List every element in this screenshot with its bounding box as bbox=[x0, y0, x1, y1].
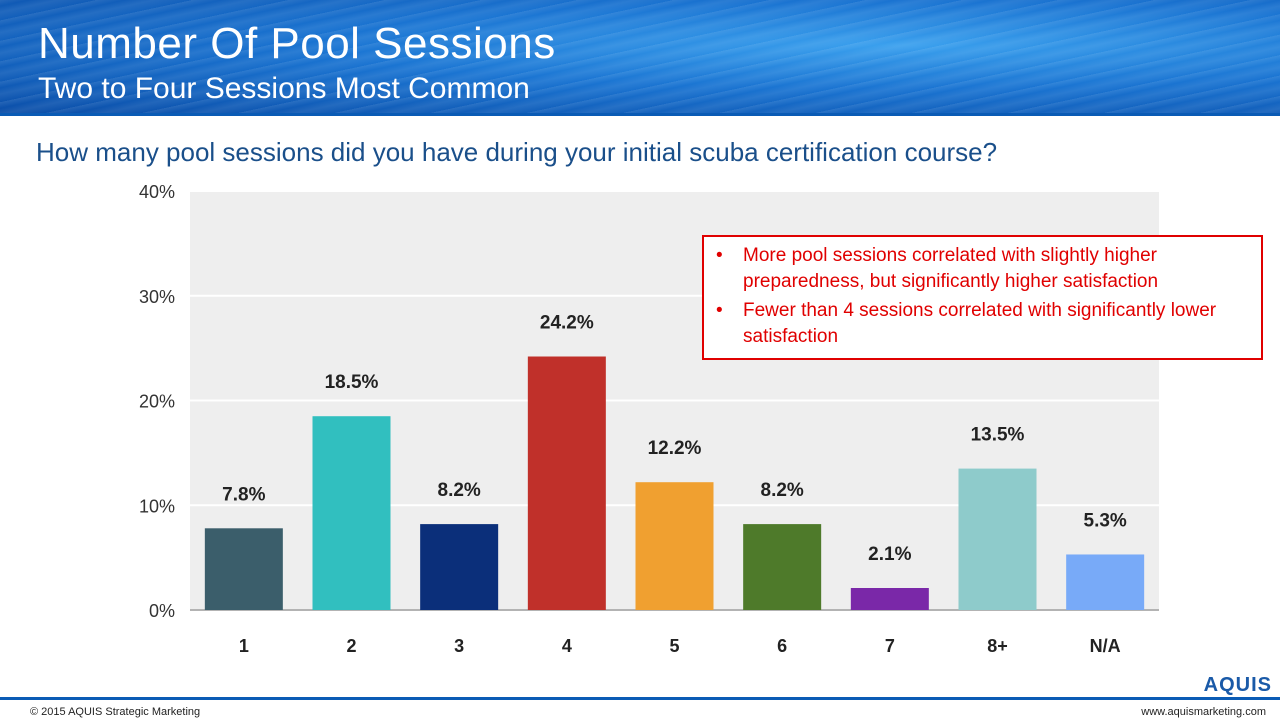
survey-question: How many pool sessions did you have duri… bbox=[36, 137, 998, 167]
data-label: 13.5% bbox=[971, 425, 1025, 446]
bullet-icon: • bbox=[716, 300, 723, 321]
bar bbox=[635, 482, 714, 610]
slide-title: Number Of Pool Sessions bbox=[38, 19, 556, 68]
x-tick-label: 1 bbox=[239, 636, 249, 656]
data-label: 8.2% bbox=[761, 480, 804, 501]
data-label: 7.8% bbox=[222, 484, 265, 505]
bullet-icon: • bbox=[716, 245, 723, 266]
x-tick-label: 3 bbox=[454, 636, 464, 656]
x-tick-label: 4 bbox=[562, 636, 572, 656]
insight-callout: • More pool sessions correlated with sli… bbox=[702, 235, 1263, 360]
data-label: 2.1% bbox=[868, 544, 911, 565]
slide-subtitle: Two to Four Sessions Most Common bbox=[38, 72, 530, 105]
bar bbox=[743, 524, 822, 610]
data-label: 24.2% bbox=[540, 313, 594, 334]
website-link[interactable]: www.aquismarketing.com bbox=[1141, 706, 1266, 718]
data-label: 12.2% bbox=[648, 438, 702, 459]
header-banner: Number Of Pool Sessions Two to Four Sess… bbox=[0, 0, 1280, 116]
bar bbox=[1066, 554, 1145, 610]
bar bbox=[312, 416, 391, 610]
callout-item: • Fewer than 4 sessions correlated with … bbox=[714, 298, 1251, 350]
data-label: 5.3% bbox=[1084, 510, 1127, 531]
bar bbox=[527, 356, 606, 610]
bar bbox=[850, 588, 929, 610]
x-tick-label: 8+ bbox=[987, 636, 1008, 656]
y-tick-label: 20% bbox=[139, 392, 175, 412]
x-tick-label: N/A bbox=[1090, 636, 1121, 656]
bar bbox=[420, 524, 499, 610]
y-tick-label: 0% bbox=[149, 601, 175, 621]
data-label: 8.2% bbox=[438, 480, 481, 501]
footer-divider bbox=[0, 697, 1280, 700]
aquis-logo: AQUIS bbox=[1203, 674, 1272, 696]
callout-text: Fewer than 4 sessions correlated with si… bbox=[743, 300, 1217, 347]
x-tick-label: 5 bbox=[669, 636, 679, 656]
copyright-text: © 2015 AQUIS Strategic Marketing bbox=[30, 706, 201, 718]
x-tick-label: 7 bbox=[885, 636, 895, 656]
y-tick-label: 40% bbox=[139, 182, 175, 202]
data-label: 18.5% bbox=[325, 372, 379, 393]
y-tick-label: 10% bbox=[139, 496, 175, 516]
x-tick-label: 6 bbox=[777, 636, 787, 656]
bar bbox=[958, 468, 1037, 610]
y-tick-label: 30% bbox=[139, 287, 175, 307]
callout-item: • More pool sessions correlated with sli… bbox=[714, 243, 1251, 295]
callout-text: More pool sessions correlated with sligh… bbox=[743, 245, 1159, 292]
x-tick-label: 2 bbox=[346, 636, 356, 656]
bar bbox=[204, 528, 283, 610]
